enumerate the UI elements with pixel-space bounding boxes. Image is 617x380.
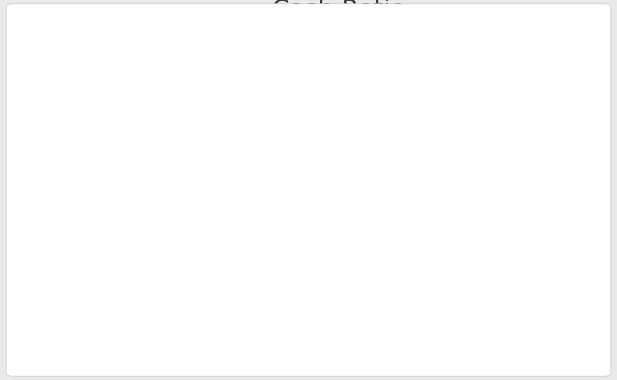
- Bar: [136, 141, 164, 296]
- Legend: Cash & Equivalents, Short-Term Investments, Total Current Liabilities: Cash & Equivalents, Short-Term Investmen…: [89, 350, 589, 364]
- Bar: [361, 207, 389, 296]
- Bar: [262, 118, 290, 296]
- Bar: [389, 74, 416, 296]
- Bar: [487, 213, 515, 296]
- Bar: [108, 246, 136, 296]
- Bar: [234, 200, 262, 296]
- Bar: [515, 140, 543, 296]
- Title: Cash Ratio: Cash Ratio: [273, 0, 406, 22]
- Bar: [416, 223, 444, 296]
- Bar: [543, 193, 571, 296]
- Bar: [164, 263, 191, 296]
- Bar: [290, 222, 318, 296]
